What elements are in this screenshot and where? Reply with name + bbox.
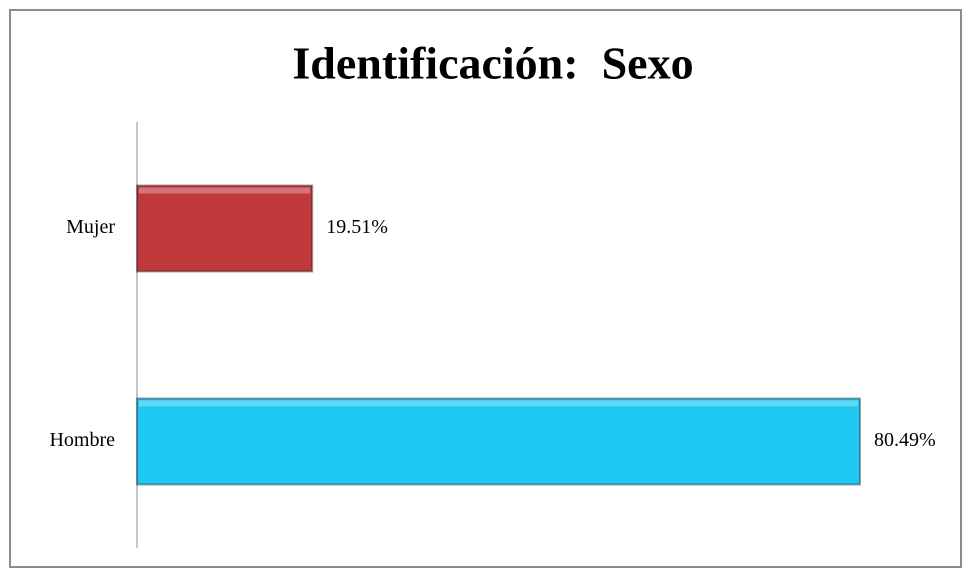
bar <box>136 397 861 486</box>
y-tick-label: Mujer <box>66 216 115 238</box>
bar-highlight <box>139 187 311 194</box>
data-label: 80.49% <box>874 429 936 451</box>
y-tick-label: Hombre <box>49 429 115 451</box>
chart-title: Identificación: Sexo <box>292 38 693 89</box>
bar <box>136 184 314 273</box>
bar-highlight <box>139 400 858 407</box>
data-label: 19.51% <box>326 216 388 238</box>
